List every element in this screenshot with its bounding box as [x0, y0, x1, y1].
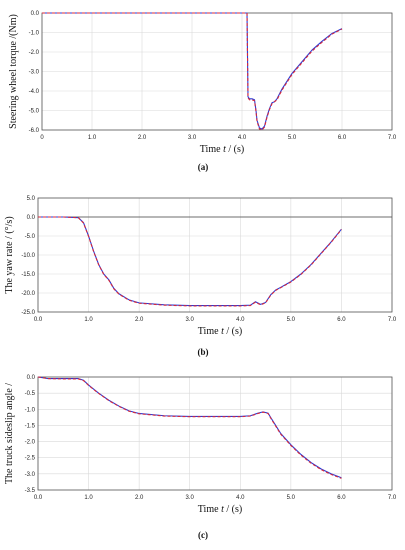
- y-tick-label: -1.0: [25, 407, 36, 413]
- x-tick-label: 7.0: [388, 317, 397, 323]
- y-tick-label: -2.5: [25, 456, 36, 462]
- y-tick-label: -3.5: [25, 488, 36, 494]
- y-tick-label: -0.5: [25, 391, 36, 397]
- y-tick-label: -1.5: [25, 423, 36, 429]
- y-tick-label: -3.0: [29, 70, 40, 76]
- series-line-2: [42, 12, 343, 131]
- x-tick-label: 3.0: [186, 495, 195, 501]
- y-tick-label: 0.0: [27, 215, 36, 221]
- x-tick-label: 1.0: [84, 495, 93, 501]
- y-tick-label: -10.0: [21, 253, 35, 259]
- series-line-2: [38, 216, 342, 307]
- y-tick-label: 5.0: [27, 196, 36, 202]
- panel-caption: (c): [198, 530, 208, 540]
- x-tick-label: 5.0: [288, 135, 297, 141]
- x-tick-label: 5.0: [287, 317, 296, 323]
- x-tick-label: 6.0: [337, 317, 346, 323]
- x-tick-label: 2.0: [138, 135, 147, 141]
- y-axis-label: The yaw rate / (°/s): [4, 216, 15, 293]
- chart-panel-2: 0.0 1.0 2.0 3.0 4.0 5.0 6.0 7.0 5.0 0.0 -5.0 -10.0 -…: [4, 196, 397, 357]
- plot-frame: [37, 376, 393, 491]
- chart-panel-3: 0.0 1.0 2.0 3.0 4.0 5.0 6.0 7.0 0.0 -0.5 -1.0 -1.5 -…: [4, 375, 397, 540]
- y-tick-label: -5.0: [25, 234, 36, 240]
- x-tick-label: 4.0: [236, 495, 245, 501]
- panel-caption: (b): [198, 347, 209, 357]
- y-tick-label: 0.0: [31, 11, 40, 17]
- series-line-2: [37, 376, 342, 479]
- series-line-1: [42, 12, 343, 130]
- y-tick-label: -15.0: [21, 272, 35, 278]
- x-tick-label: 0: [40, 135, 44, 141]
- y-tick-label: 0.0: [27, 375, 36, 381]
- x-axis-label: Time t / (s): [198, 504, 242, 515]
- x-axis-label: Time t / (s): [200, 144, 244, 155]
- x-tick-label: 0.0: [34, 317, 43, 323]
- x-tick-label: 4.0: [238, 135, 247, 141]
- x-tick-label: 2.0: [135, 495, 144, 501]
- x-tick-label: 0.0: [34, 495, 43, 501]
- y-tick-label: -25.0: [21, 310, 35, 316]
- y-tick-label: -2.0: [29, 50, 40, 56]
- x-tick-label: 4.0: [236, 317, 245, 323]
- panel-caption: (a): [198, 162, 209, 172]
- x-tick-label: 2.0: [135, 317, 144, 323]
- x-axis-label: Time t / (s): [198, 326, 242, 337]
- y-tick-label: -20.0: [21, 291, 35, 297]
- y-axis-label: Steering wheel torque /(Nm): [8, 14, 19, 129]
- y-axis-label: The truck sideslip angle /: [4, 383, 15, 484]
- x-tick-label: 6.0: [337, 495, 346, 501]
- y-tick-label: -6.0: [29, 128, 40, 134]
- x-tick-label: 1.0: [88, 135, 97, 141]
- x-tick-label: 1.0: [84, 317, 93, 323]
- y-tick-label: -1.0: [29, 31, 40, 37]
- x-tick-label: 5.0: [287, 495, 296, 501]
- y-tick-label: -5.0: [29, 109, 40, 115]
- y-tick-label: -3.0: [25, 472, 36, 478]
- x-tick-label: 3.0: [186, 317, 195, 323]
- x-tick-label: 3.0: [188, 135, 197, 141]
- y-tick-label: -4.0: [29, 89, 40, 95]
- x-tick-label: 7.0: [388, 495, 397, 501]
- x-tick-label: 7.0: [388, 135, 397, 141]
- x-tick-label: 6.0: [338, 135, 347, 141]
- plot-frame: [37, 197, 393, 313]
- chart-panel-1: 0 1.0 2.0 3.0 4.0 5.0 6.0 7.0 0.0 -1.0 -2.0 -3.0 -4.…: [8, 11, 397, 172]
- y-tick-label: -2.0: [25, 440, 36, 446]
